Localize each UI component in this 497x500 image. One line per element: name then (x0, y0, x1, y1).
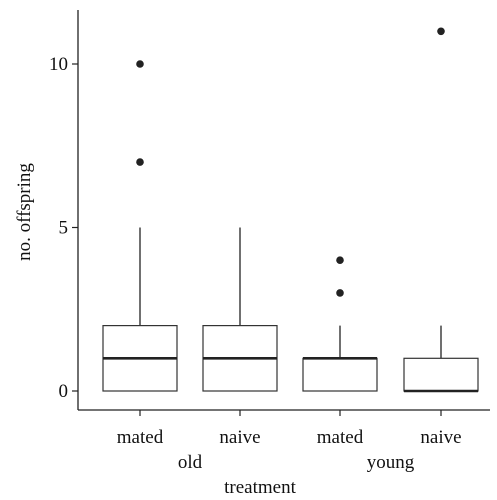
x-group-label: young (367, 452, 415, 473)
outlier-point (136, 60, 144, 68)
box (403, 357, 479, 392)
x-category-label: mated (117, 427, 164, 448)
x-group-label: old (178, 452, 203, 473)
x-category-label: naive (219, 427, 260, 448)
box (302, 357, 378, 392)
outlier-point (437, 27, 445, 36)
x-category-label: mated (317, 427, 364, 448)
y-axis-title: no. offspring (14, 163, 35, 261)
x-axis-title: treatment (224, 477, 296, 498)
outlier-point (336, 289, 344, 297)
y-tick-label: 0 (59, 381, 69, 402)
outlier-point (136, 158, 144, 166)
y-tick-label: 5 (59, 218, 69, 239)
outlier-point (336, 256, 344, 265)
y-tick-label: 10 (49, 54, 68, 75)
x-category-label: naive (420, 427, 461, 448)
